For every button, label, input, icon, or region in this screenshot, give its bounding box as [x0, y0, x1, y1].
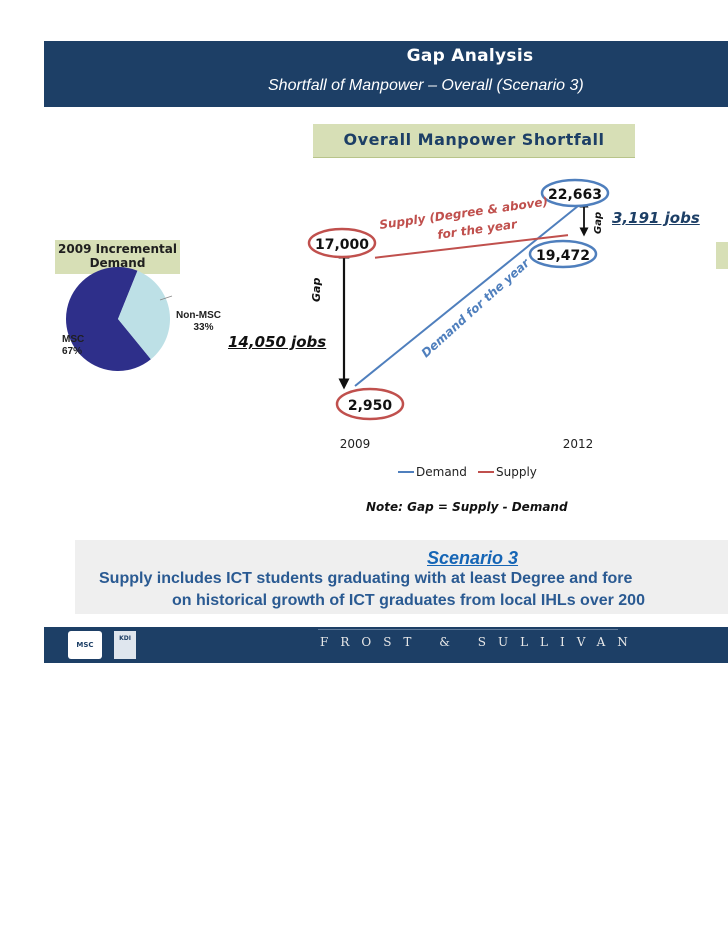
- pie-slice-non-msc: [118, 270, 171, 360]
- x-tick-2012: 2012: [563, 437, 594, 451]
- demand-series-line: [354, 205, 579, 387]
- label-ellipse-demand-2009: [335, 387, 405, 421]
- demand-line-annotation: Demand for the year: [419, 255, 533, 360]
- panel-title: Overall Manpower Shortfall: [343, 130, 605, 149]
- value-label-supply-2012: 19,472: [536, 248, 590, 264]
- pie-label-msc-name: MSC: [62, 334, 85, 345]
- header-bar: [44, 41, 728, 107]
- scenario-title: Scenario 3: [427, 548, 519, 568]
- pie-leader-line: [159, 295, 173, 301]
- supply-series-line: [374, 234, 569, 259]
- scenario-box: [75, 540, 728, 614]
- footer-bar: [44, 627, 728, 663]
- value-label-demand-2012: 22,663: [548, 187, 602, 203]
- legend-label-demand: Demand: [416, 465, 467, 479]
- chart-note: Note: Gap = Supply - Demand: [366, 500, 568, 514]
- pie-label-non-msc-name: Non-MSC: [176, 310, 221, 321]
- pie-label-non-msc: Non-MSC 33%: [176, 310, 221, 334]
- legend-label-supply: Supply: [496, 465, 537, 479]
- value-label-supply-2009: 17,000: [315, 237, 369, 253]
- label-ellipse-demand-2012: [540, 178, 610, 208]
- pie-label-non-msc-pct: 33%: [193, 322, 214, 333]
- label-ellipse-supply-2012: [528, 239, 598, 269]
- page-title: Gap Analysis: [406, 46, 534, 66]
- side-tab: [716, 242, 728, 269]
- kdi-logo: [114, 631, 136, 659]
- pie-label-msc-pct: 67%: [62, 346, 83, 357]
- label-ellipse-supply-2009: [307, 227, 377, 259]
- scenario-line-2: on historical growth of ICT graduates fr…: [172, 592, 645, 609]
- footer-brand: FROST & SULLIVAN: [320, 635, 640, 649]
- value-label-demand-2009: 2,950: [348, 398, 393, 414]
- kdi-logo-text: KDI: [119, 635, 131, 642]
- panel-title-box: [313, 124, 635, 158]
- footer-divider: [318, 629, 618, 630]
- pie-title: 2009 Incremental Demand: [58, 242, 177, 270]
- x-tick-2009: 2009: [340, 437, 371, 451]
- gap-word-2012: Gap: [593, 212, 604, 234]
- pie-label-msc: MSC 67%: [62, 334, 84, 358]
- msc-logo-text: MSC: [76, 641, 94, 649]
- gap-value-2012: 3,191 jobs: [612, 209, 700, 227]
- pie-slice-msc: [66, 267, 151, 372]
- gap-word-2009: Gap: [310, 278, 323, 302]
- gap-value-2009: 14,050 jobs: [228, 333, 327, 351]
- scenario-line-1: Supply includes ICT students graduating …: [99, 570, 633, 587]
- page-subtitle: Shortfall of Manpower – Overall (Scenari…: [268, 77, 584, 94]
- msc-logo: [68, 631, 102, 659]
